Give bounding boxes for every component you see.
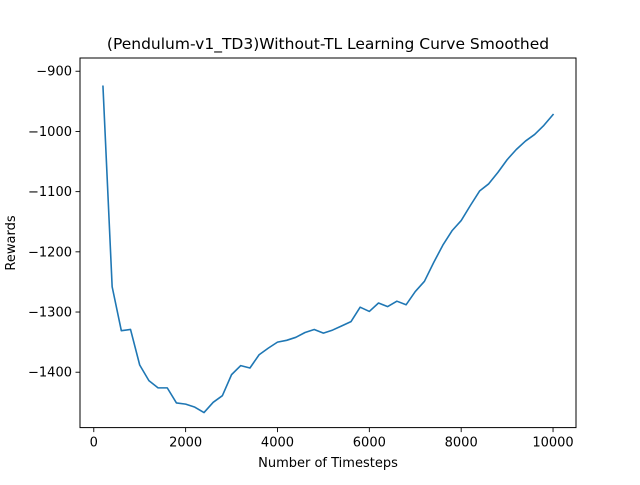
x-tick-label: 6000	[353, 436, 386, 451]
chart-title: (Pendulum-v1_TD3)Without-TL Learning Cur…	[107, 35, 549, 54]
x-tick-label: 8000	[445, 436, 478, 451]
x-tick-label: 4000	[261, 436, 294, 451]
x-tick-label: 0	[90, 436, 98, 451]
series-line-1	[102, 85, 555, 414]
x-axis-label: Number of Timesteps	[258, 456, 398, 471]
series-layer	[102, 85, 555, 414]
x-tick-label: 10000	[532, 436, 573, 451]
plot-frame	[79, 57, 577, 429]
y-tick-label: −1400	[28, 366, 72, 381]
y-axis-ticks: −900 −1000 −1100 −1200 −1300 −1400	[28, 65, 80, 381]
y-axis-label: Rewards	[4, 215, 19, 270]
y-tick-label: −1200	[28, 245, 72, 260]
y-tick-label: −1000	[28, 125, 72, 140]
y-tick-label: −1100	[28, 185, 72, 200]
x-tick-label: 2000	[169, 436, 202, 451]
x-axis-ticks: 0 2000 4000 6000 8000 10000	[90, 427, 574, 451]
y-tick-label: −1300	[28, 306, 72, 321]
y-tick-label: −900	[36, 65, 72, 80]
